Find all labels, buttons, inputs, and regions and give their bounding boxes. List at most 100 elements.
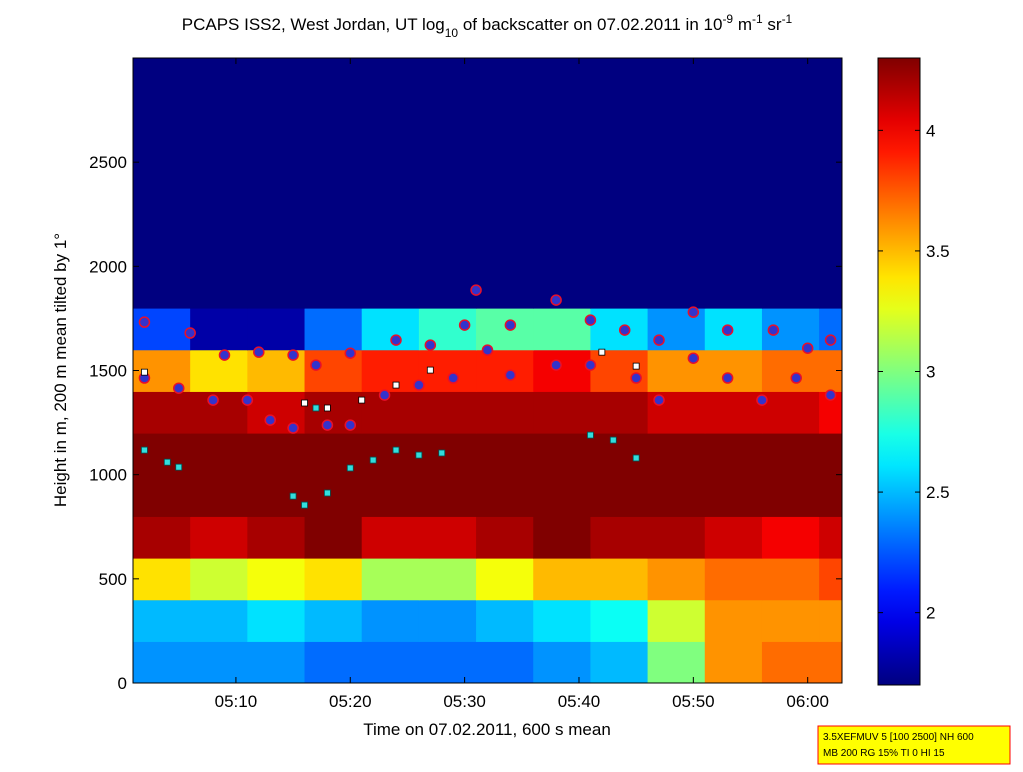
annotation: 3.5XEFMUV 5 [100 2500] NH 600 <box>823 732 974 743</box>
layer-marker <box>287 349 299 361</box>
heatmap-cell <box>761 58 820 101</box>
heatmap-cell <box>304 183 363 226</box>
title-part: m <box>733 15 752 34</box>
heatmap-cell <box>133 391 191 434</box>
heatmap-cell <box>704 308 763 351</box>
layer-marker <box>321 419 334 431</box>
layer-marker <box>301 501 308 509</box>
layer-marker <box>175 463 183 471</box>
heatmap-cell <box>819 558 842 601</box>
heatmap-cell <box>647 474 706 517</box>
heatmap-cell <box>476 433 534 476</box>
heatmap-cell <box>133 641 191 683</box>
heatmap-cell <box>418 99 477 142</box>
heatmap-cell <box>590 599 649 642</box>
layer-marker <box>584 359 597 371</box>
y-tick-label: 500 <box>99 570 127 589</box>
heatmap-cell <box>476 58 534 101</box>
heatmap-cell <box>190 474 248 517</box>
layer-marker <box>550 359 562 371</box>
heatmap-cell <box>533 58 592 101</box>
colorbar <box>877 57 921 686</box>
colorbar-tick-label: 4 <box>926 121 935 140</box>
x-tick-label: 05:50 <box>672 692 715 711</box>
heatmap-cell <box>761 641 820 683</box>
heatmap-cell <box>819 99 842 142</box>
heatmap-cell <box>819 183 842 226</box>
annotation: MB 200 RG 15% TI 0 HI 15 <box>823 748 945 759</box>
layer-marker <box>721 372 734 384</box>
heatmap-cell <box>819 474 842 517</box>
heatmap-cell <box>361 99 420 142</box>
y-tick-label: 2500 <box>89 153 127 172</box>
heatmap-cell <box>819 266 842 309</box>
heatmap-cell <box>247 183 306 226</box>
heatmap-cell <box>647 141 706 184</box>
heatmap-cell <box>418 266 477 309</box>
layer-marker <box>790 372 803 384</box>
heatmap-cell <box>304 266 363 309</box>
heatmap-cell <box>704 391 763 434</box>
heatmap-cell <box>476 308 534 351</box>
x-tick-label: 06:00 <box>786 692 829 711</box>
layer-marker <box>618 324 631 336</box>
heatmap-cell <box>533 308 592 351</box>
heatmap-cell <box>533 474 592 517</box>
heatmap-cell <box>361 308 420 351</box>
heatmap-cell <box>533 266 592 309</box>
heatmap-cell <box>361 224 420 267</box>
heatmap-cell <box>190 224 248 267</box>
layer-marker <box>504 319 517 331</box>
heatmap-cell <box>704 141 763 184</box>
heatmap-cell <box>704 599 763 642</box>
layer-marker <box>344 347 357 359</box>
heatmap-cell <box>361 516 420 559</box>
layer-marker <box>504 369 517 381</box>
layer-marker <box>138 316 151 328</box>
x-tick-label: 05:20 <box>329 692 372 711</box>
title-part: of backscatter on 07.02.2011 in 10 <box>458 15 722 34</box>
heatmap-cell <box>476 558 534 601</box>
chart-title: PCAPS ISS2, West Jordan, UT log10 of bac… <box>182 12 793 40</box>
heatmap-cell <box>761 474 820 517</box>
heatmap-cell <box>418 391 477 434</box>
layer-marker <box>458 319 471 331</box>
layer-marker <box>344 419 357 431</box>
heatmap-cell <box>647 266 706 309</box>
heatmap-cell <box>190 183 248 226</box>
layer-marker <box>767 324 780 336</box>
heatmap-cell <box>133 224 191 267</box>
heatmap-cell <box>361 558 420 601</box>
heatmap-cell <box>476 183 534 226</box>
layer-marker <box>481 344 494 356</box>
layer-marker <box>264 414 276 426</box>
colorbar-tick-label: 3.5 <box>926 242 950 261</box>
heatmap-cell <box>361 641 420 683</box>
heatmap-cell <box>704 474 763 517</box>
heatmap-cell <box>533 391 592 434</box>
heatmap-cell <box>590 183 649 226</box>
layer-marker <box>550 294 562 306</box>
heatmap-cell <box>647 516 706 559</box>
heatmap-cell <box>418 641 477 683</box>
heatmap-cell <box>819 224 842 267</box>
layer-marker <box>721 324 734 336</box>
x-tick-label: 05:10 <box>215 692 258 711</box>
layer-marker <box>413 379 425 391</box>
heatmap-cell <box>647 58 706 101</box>
layer-marker <box>687 306 700 318</box>
heatmap-cell <box>133 141 191 184</box>
heatmap-cell <box>133 599 191 642</box>
heatmap-cell <box>819 516 842 559</box>
heatmap-cell <box>418 558 477 601</box>
layer-marker <box>584 314 597 326</box>
annotation-box <box>817 725 1011 765</box>
heatmap-cell <box>133 266 191 309</box>
heatmap-cell <box>819 391 842 434</box>
heatmap-cell <box>819 433 842 476</box>
heatmap-cell <box>590 641 649 683</box>
layer-marker <box>324 489 331 497</box>
heatmap-cell <box>418 224 477 267</box>
heatmap-cell <box>361 349 420 392</box>
